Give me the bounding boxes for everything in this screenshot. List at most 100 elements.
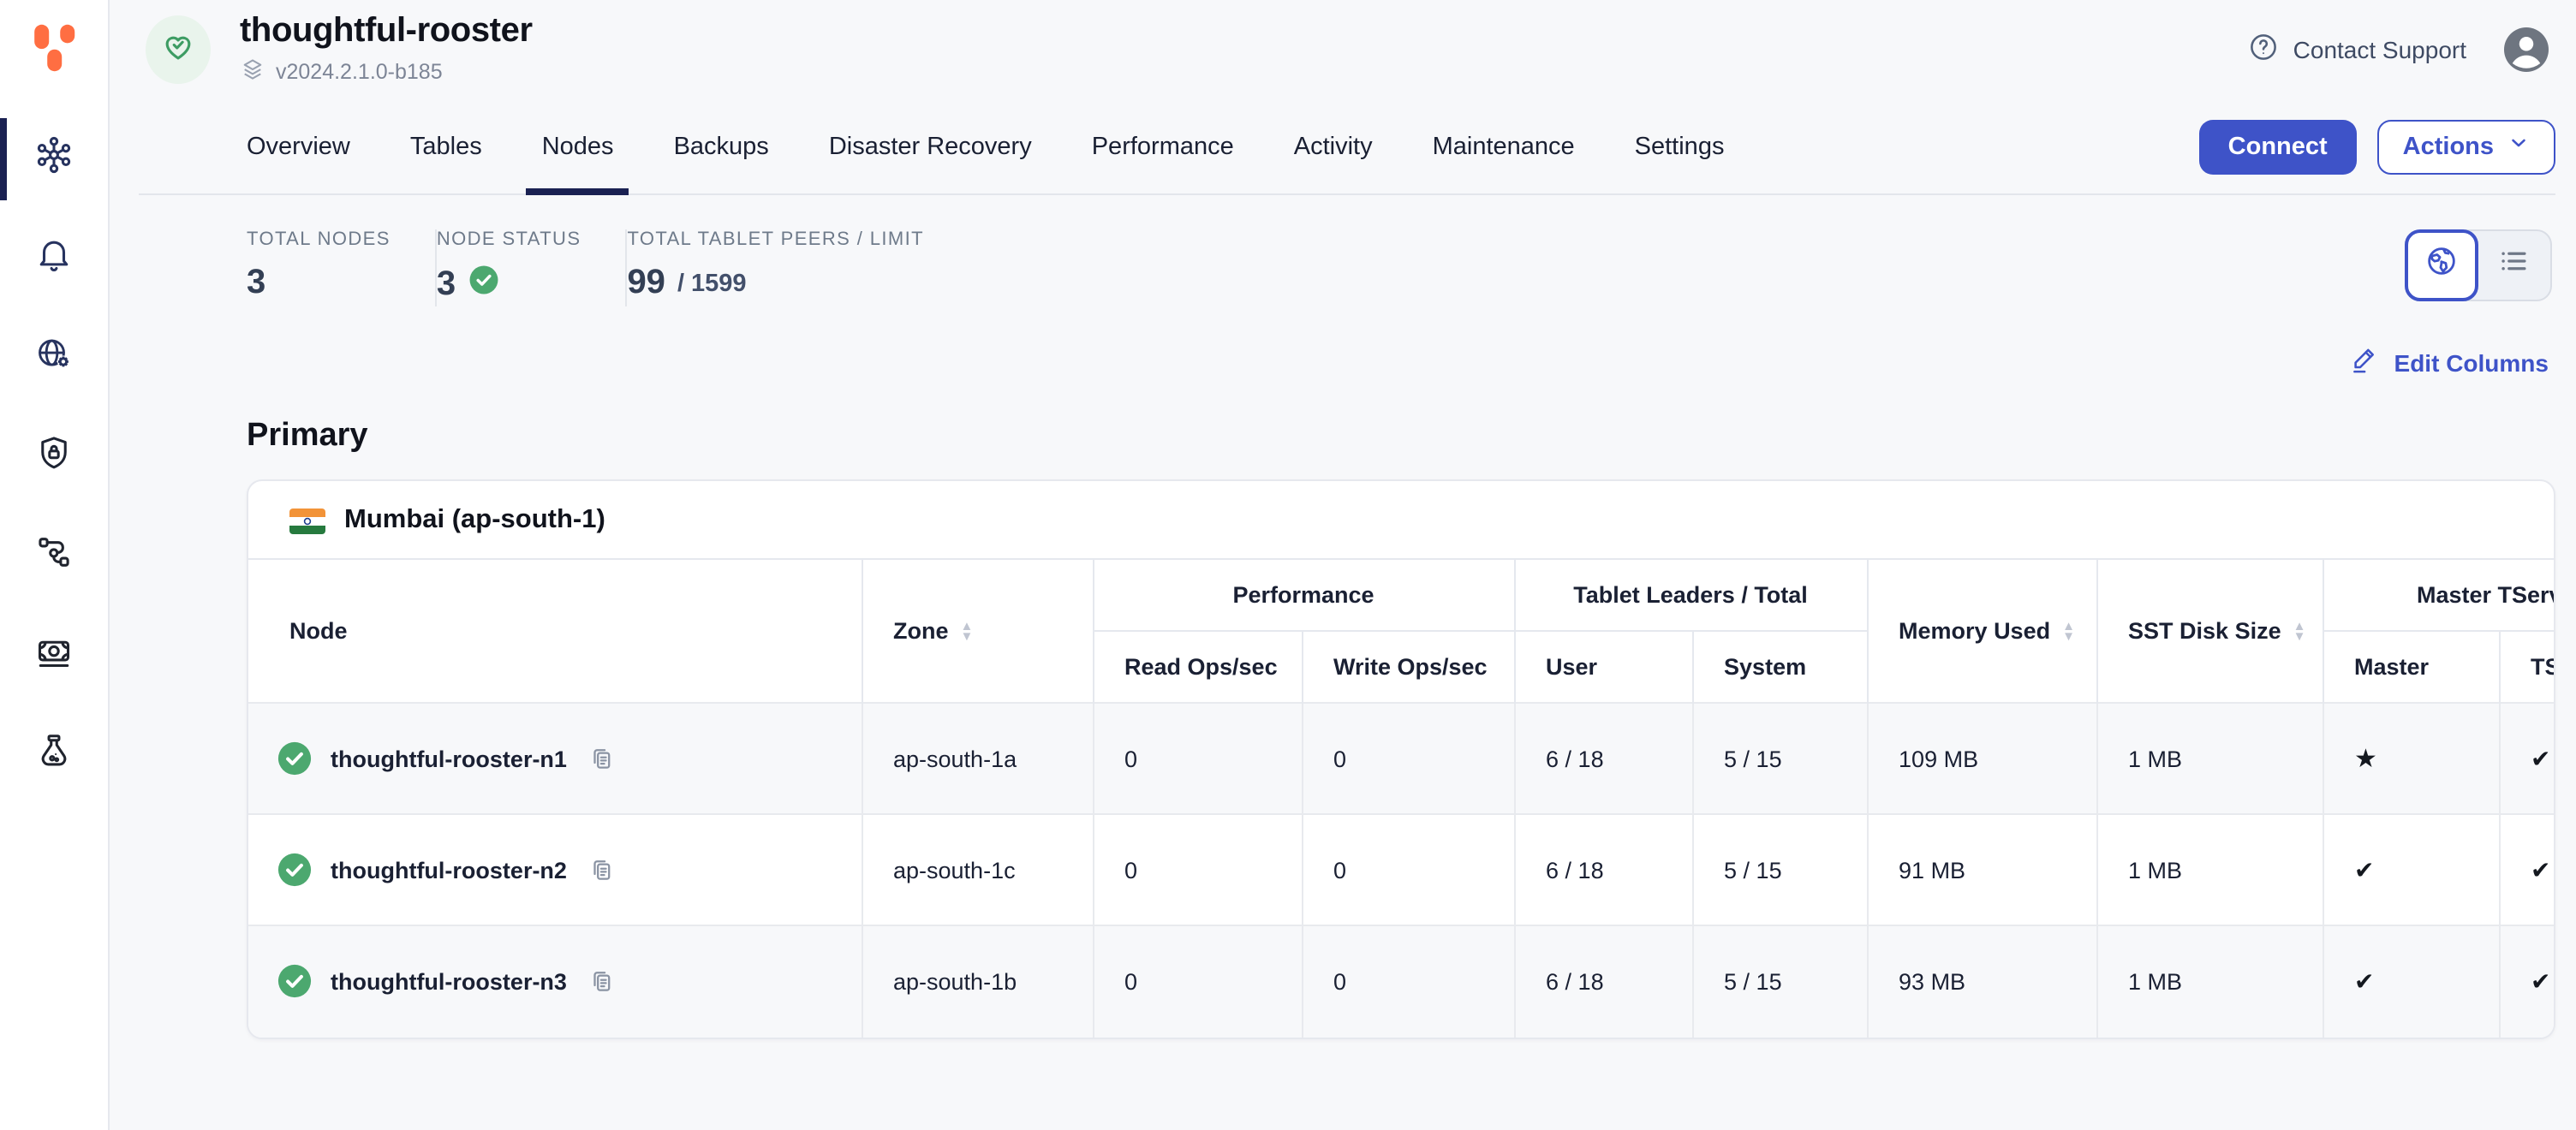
contact-support-label: Contact Support — [2293, 36, 2466, 63]
zone-cell: ap-south-1b — [861, 925, 1093, 1037]
stat-total-nodes-label: TOTAL NODES — [247, 229, 391, 250]
sort-icon: ▲ ▼ — [2062, 618, 2075, 645]
user-avatar[interactable] — [2501, 24, 2552, 75]
tab-settings[interactable]: Settings — [1634, 133, 1725, 160]
sidebar-item-billing[interactable] — [0, 615, 108, 697]
divider — [434, 229, 437, 306]
tab-maintenance[interactable]: Maintenance — [1432, 133, 1575, 160]
tserver-check-icon: ✔ — [2498, 813, 2554, 925]
copy-node-name-button[interactable] — [584, 740, 620, 776]
column-header-read-ops: Read Ops/sec — [1092, 630, 1302, 703]
read-ops-cell: 0 — [1092, 702, 1302, 814]
node-name: thoughtful-rooster-n2 — [331, 857, 567, 883]
column-group-performance: Performance — [1091, 558, 1515, 631]
stat-node-status-value: 3 — [436, 265, 456, 303]
edit-columns-label: Edit Columns — [2394, 348, 2549, 376]
yugabyte-logo-icon[interactable] — [25, 19, 83, 77]
table-row: thoughtful-rooster-n2 ap-south-1c 0 0 6 … — [248, 813, 2554, 925]
sidebar-item-labs[interactable] — [0, 714, 108, 796]
column-header-sst-disk-size[interactable]: SST Disk Size ▲ ▼ — [2096, 558, 2323, 703]
sst-disk-cell: 1 MB — [2096, 925, 2323, 1037]
tserver-check-icon: ✔ — [2498, 925, 2554, 1037]
sidebar-item-network[interactable] — [0, 317, 108, 399]
column-group-master-tserver: Master TServer — [2322, 558, 2554, 631]
stat-tablet-peers: TOTAL TABLET PEERS / LIMIT 99 / 1599 — [627, 229, 969, 303]
node-healthy-icon — [277, 741, 312, 776]
view-toggle — [2405, 229, 2552, 301]
flask-icon — [34, 731, 74, 779]
master-check-icon: ✔ — [2322, 925, 2500, 1037]
globe-icon — [2424, 243, 2460, 288]
cluster-name: thoughtful-rooster — [240, 12, 533, 50]
shield-lock-icon — [34, 433, 74, 481]
tab-bar: Overview Tables Nodes Backups Disaster R… — [139, 99, 2555, 195]
region-card-header: Mumbai (ap-south-1) — [248, 481, 2554, 558]
memory-used-cell: 109 MB — [1866, 702, 2097, 814]
check-circle-icon — [468, 264, 500, 306]
pipeline-icon — [34, 532, 74, 580]
sidebar-item-alerts[interactable] — [0, 217, 108, 300]
edit-columns-button[interactable]: Edit Columns — [2350, 344, 2549, 380]
tab-activity[interactable]: Activity — [1293, 133, 1373, 160]
read-ops-cell: 0 — [1092, 813, 1302, 925]
sort-icon: ▲ ▼ — [960, 618, 974, 645]
node-name: thoughtful-rooster-n1 — [331, 746, 567, 771]
memory-used-cell: 93 MB — [1866, 925, 2097, 1037]
sst-disk-cell: 1 MB — [2096, 702, 2323, 814]
list-icon — [2496, 243, 2531, 288]
memory-used-cell: 91 MB — [1866, 813, 2097, 925]
map-view-button[interactable] — [2405, 229, 2478, 301]
sidebar-nav — [0, 118, 108, 813]
sst-disk-cell: 1 MB — [2096, 813, 2323, 925]
contact-support-link[interactable]: Contact Support — [2247, 31, 2466, 68]
column-group-tablet-leaders: Tablet Leaders / Total — [1513, 558, 1868, 631]
tab-nodes[interactable]: Nodes — [526, 99, 629, 195]
cluster-health-badge — [146, 15, 211, 84]
actions-button-label: Actions — [2402, 133, 2494, 160]
write-ops-cell: 0 — [1300, 702, 1515, 814]
nodes-table: Node Zone ▲ ▼ Performance Tablet Leaders /… — [248, 558, 2554, 1037]
connect-button[interactable]: Connect — [2198, 119, 2357, 174]
stat-tablet-peers-label: TOTAL TABLET PEERS / LIMIT — [627, 229, 924, 250]
globe-gear-icon — [34, 334, 74, 382]
table-row: thoughtful-rooster-n3 ap-south-1b 0 0 6 … — [248, 925, 2554, 1037]
stat-total-nodes: TOTAL NODES 3 — [247, 229, 435, 303]
tab-backups[interactable]: Backups — [673, 133, 769, 160]
column-header-system: System — [1691, 630, 1868, 703]
write-ops-cell: 0 — [1300, 925, 1515, 1037]
cluster-header: thoughtful-rooster v2024.2.1.0-b185 — [139, 0, 2555, 99]
tab-disaster-recovery[interactable]: Disaster Recovery — [828, 133, 1032, 160]
tserver-check-icon: ✔ — [2498, 702, 2554, 814]
node-healthy-icon — [277, 853, 312, 887]
banknote-icon — [34, 632, 74, 680]
list-view-button[interactable] — [2477, 231, 2550, 300]
main-content: thoughtful-rooster v2024.2.1.0-b185 — [110, 0, 2576, 1130]
column-header-memory-used[interactable]: Memory Used ▲ ▼ — [1866, 558, 2097, 703]
sidebar-item-security[interactable] — [0, 416, 108, 498]
node-healthy-icon — [277, 965, 312, 998]
user-tablets-cell: 6 / 18 — [1513, 925, 1693, 1037]
layers-icon — [240, 56, 265, 87]
zone-cell: ap-south-1a — [861, 702, 1093, 814]
pencil-icon — [2350, 344, 2381, 380]
stat-tablet-peers-value: 99 — [627, 264, 665, 301]
stat-node-status-label: NODE STATUS — [436, 229, 581, 250]
sidebar-item-integrations[interactable] — [0, 515, 108, 598]
column-header-zone[interactable]: Zone ▲ ▼ — [861, 558, 1093, 703]
zone-cell: ap-south-1c — [861, 813, 1093, 925]
tab-performance[interactable]: Performance — [1091, 133, 1234, 160]
sort-icon: ▲ ▼ — [2293, 618, 2306, 645]
tab-overview[interactable]: Overview — [247, 133, 350, 160]
system-tablets-cell: 5 / 15 — [1691, 925, 1868, 1037]
stat-tablet-peers-limit: / 1599 — [677, 270, 747, 297]
column-header-master: Master — [2322, 630, 2500, 703]
write-ops-cell: 0 — [1300, 813, 1515, 925]
tab-tables[interactable]: Tables — [409, 133, 482, 160]
sidebar-item-clusters[interactable] — [0, 118, 108, 200]
sidebar — [0, 0, 110, 1130]
actions-button[interactable]: Actions — [2376, 119, 2555, 174]
region-name: Mumbai (ap-south-1) — [344, 505, 605, 534]
copy-node-name-button[interactable] — [584, 964, 620, 1000]
copy-node-name-button[interactable] — [584, 852, 620, 888]
